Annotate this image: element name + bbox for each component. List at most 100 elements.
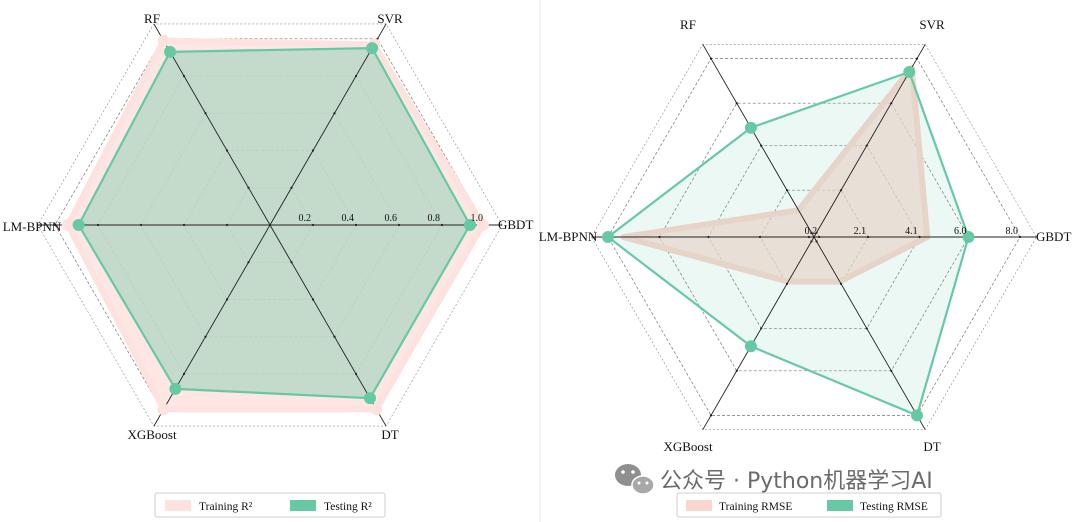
axis-tick — [311, 149, 315, 152]
axis-tick — [709, 414, 713, 417]
point-testing-rmse-rf — [744, 121, 757, 134]
legend-label-testing-rmse: Testing RMSE — [860, 501, 928, 513]
axis-label-svr: SVR — [919, 17, 945, 32]
axis-spoke-dt — [813, 236, 926, 430]
legend-label-testing-r2: Testing R² — [324, 501, 372, 513]
point-testing-rmse-gbdt — [962, 231, 975, 243]
axis-label-dt: DT — [923, 439, 940, 454]
axis-spoke-rf — [702, 44, 815, 238]
tick-label-2-1: 2.1 — [854, 226, 867, 237]
axis-tick — [397, 223, 401, 227]
axis-tick — [735, 369, 738, 372]
axis-tick — [890, 369, 893, 372]
tick-label-8-0: 8.0 — [1006, 226, 1019, 237]
point-training-r-gbdt — [476, 219, 489, 231]
axis-tick — [709, 57, 713, 60]
point-testing-r-lm-bpnn — [72, 219, 85, 231]
tick-label-0-2: 0.2 — [805, 226, 818, 237]
axis-tick — [139, 223, 143, 227]
point-training-r-xgboost — [157, 403, 170, 416]
axis-tick — [760, 144, 763, 147]
radar-chart-r2: 0.2 0.4 0.6 0.8 1.0 GBDT SVR RF LM-BPNN XGBoost DT — [3, 11, 534, 442]
axis-label-dt: DT — [381, 427, 398, 442]
axis-tick — [204, 335, 207, 338]
axis-tick — [785, 189, 789, 192]
axis-tick — [182, 74, 186, 78]
axis-tick — [707, 235, 710, 239]
point-testing-r-dt — [363, 392, 376, 405]
axis-tick — [890, 102, 893, 105]
axis-tick — [865, 327, 868, 330]
point-training-r-rf — [157, 34, 170, 47]
axis-tick — [915, 57, 919, 60]
axis-tick — [53, 223, 57, 227]
axis-label-xgboost: XGBoost — [127, 427, 177, 442]
axis-label-rf: RF — [680, 17, 696, 32]
tick-label-0-8: 0.8 — [428, 213, 441, 224]
axis-tick — [440, 223, 444, 227]
tick-label-1-0: 1.0 — [471, 213, 484, 224]
axis-tick — [290, 261, 293, 264]
legend-swatch-training-r2 — [165, 500, 191, 511]
point-testing-rmse-lm-bpnn — [602, 231, 614, 243]
point-training-r-dt — [370, 403, 383, 416]
axis-label-rf: RF — [144, 11, 160, 26]
legend-label-training-r2: Training R² — [199, 501, 253, 513]
tick-label-4-1: 4.1 — [905, 226, 918, 237]
axis-tick — [354, 223, 358, 227]
tick-label-0-6: 0.6 — [385, 213, 398, 224]
axis-tick — [818, 235, 821, 239]
axis-label-gbdt: GBDT — [1036, 229, 1071, 244]
axis-tick — [735, 102, 738, 105]
axis-label-svr: SVR — [377, 11, 403, 26]
axis-tick — [247, 261, 250, 264]
axis-tick — [815, 231, 818, 234]
axis-spoke-svr — [269, 23, 387, 226]
axis-tick — [311, 298, 315, 301]
axis-tick — [918, 235, 921, 239]
axis-label-lm-bpnn: LM-BPNN — [3, 219, 62, 234]
axis-tick — [1018, 235, 1022, 239]
axis-tick — [354, 74, 358, 78]
axis-tick — [866, 235, 870, 239]
axis-tick — [311, 223, 315, 227]
axis-tick — [354, 372, 358, 376]
tick-label-0-2: 0.2 — [299, 213, 312, 224]
axis-tick — [839, 282, 843, 285]
point-testing-r-svr — [366, 42, 379, 55]
legend-swatch-testing-r2 — [290, 500, 316, 511]
axis-tick — [758, 235, 762, 239]
tick-label-6-0: 6.0 — [954, 226, 967, 237]
axis-tick — [815, 240, 818, 243]
legend-rmse: Training RMSE Testing RMSE — [676, 492, 942, 518]
axis-tick — [658, 235, 661, 239]
legend-swatch-testing-rmse — [827, 500, 853, 511]
tick-label-0-4: 0.4 — [342, 213, 355, 224]
wechat-icon — [615, 464, 655, 495]
legend-label-training-rmse: Training RMSE — [719, 501, 792, 513]
axis-label-gbdt: GBDT — [498, 217, 533, 232]
watermark: 公众号 · Python机器学习AI — [615, 464, 933, 495]
axis-tick — [810, 231, 813, 234]
axis-tick — [865, 144, 868, 147]
watermark-text: 公众号 · Python机器学习AI — [660, 469, 933, 494]
axis-tick — [785, 282, 789, 285]
legend-r2: Training R² Testing R² — [154, 492, 386, 518]
axis-tick — [247, 186, 250, 189]
point-testing-r-xgboost — [169, 382, 182, 395]
axis-tick — [96, 223, 100, 227]
legend-swatch-training-rmse — [686, 500, 712, 511]
axis-tick — [810, 240, 813, 243]
radar-chart-rmse: 0.2 2.1 4.1 6.0 8.0 GBDT SVR RF LM-BPNN XGBoost DT — [539, 17, 1072, 454]
axis-spoke-xgboost — [702, 236, 815, 430]
axis-label-xgboost: XGBoost — [663, 439, 713, 454]
axis-tick — [807, 235, 810, 239]
point-training-r-lm-bpnn — [61, 219, 74, 231]
axis-tick — [290, 186, 293, 189]
axis-tick — [225, 298, 229, 301]
point-testing-r-rf — [164, 45, 177, 58]
point-testing-r-gbdt — [463, 219, 476, 231]
axis-tick — [225, 149, 229, 152]
axis-tick — [182, 223, 186, 227]
